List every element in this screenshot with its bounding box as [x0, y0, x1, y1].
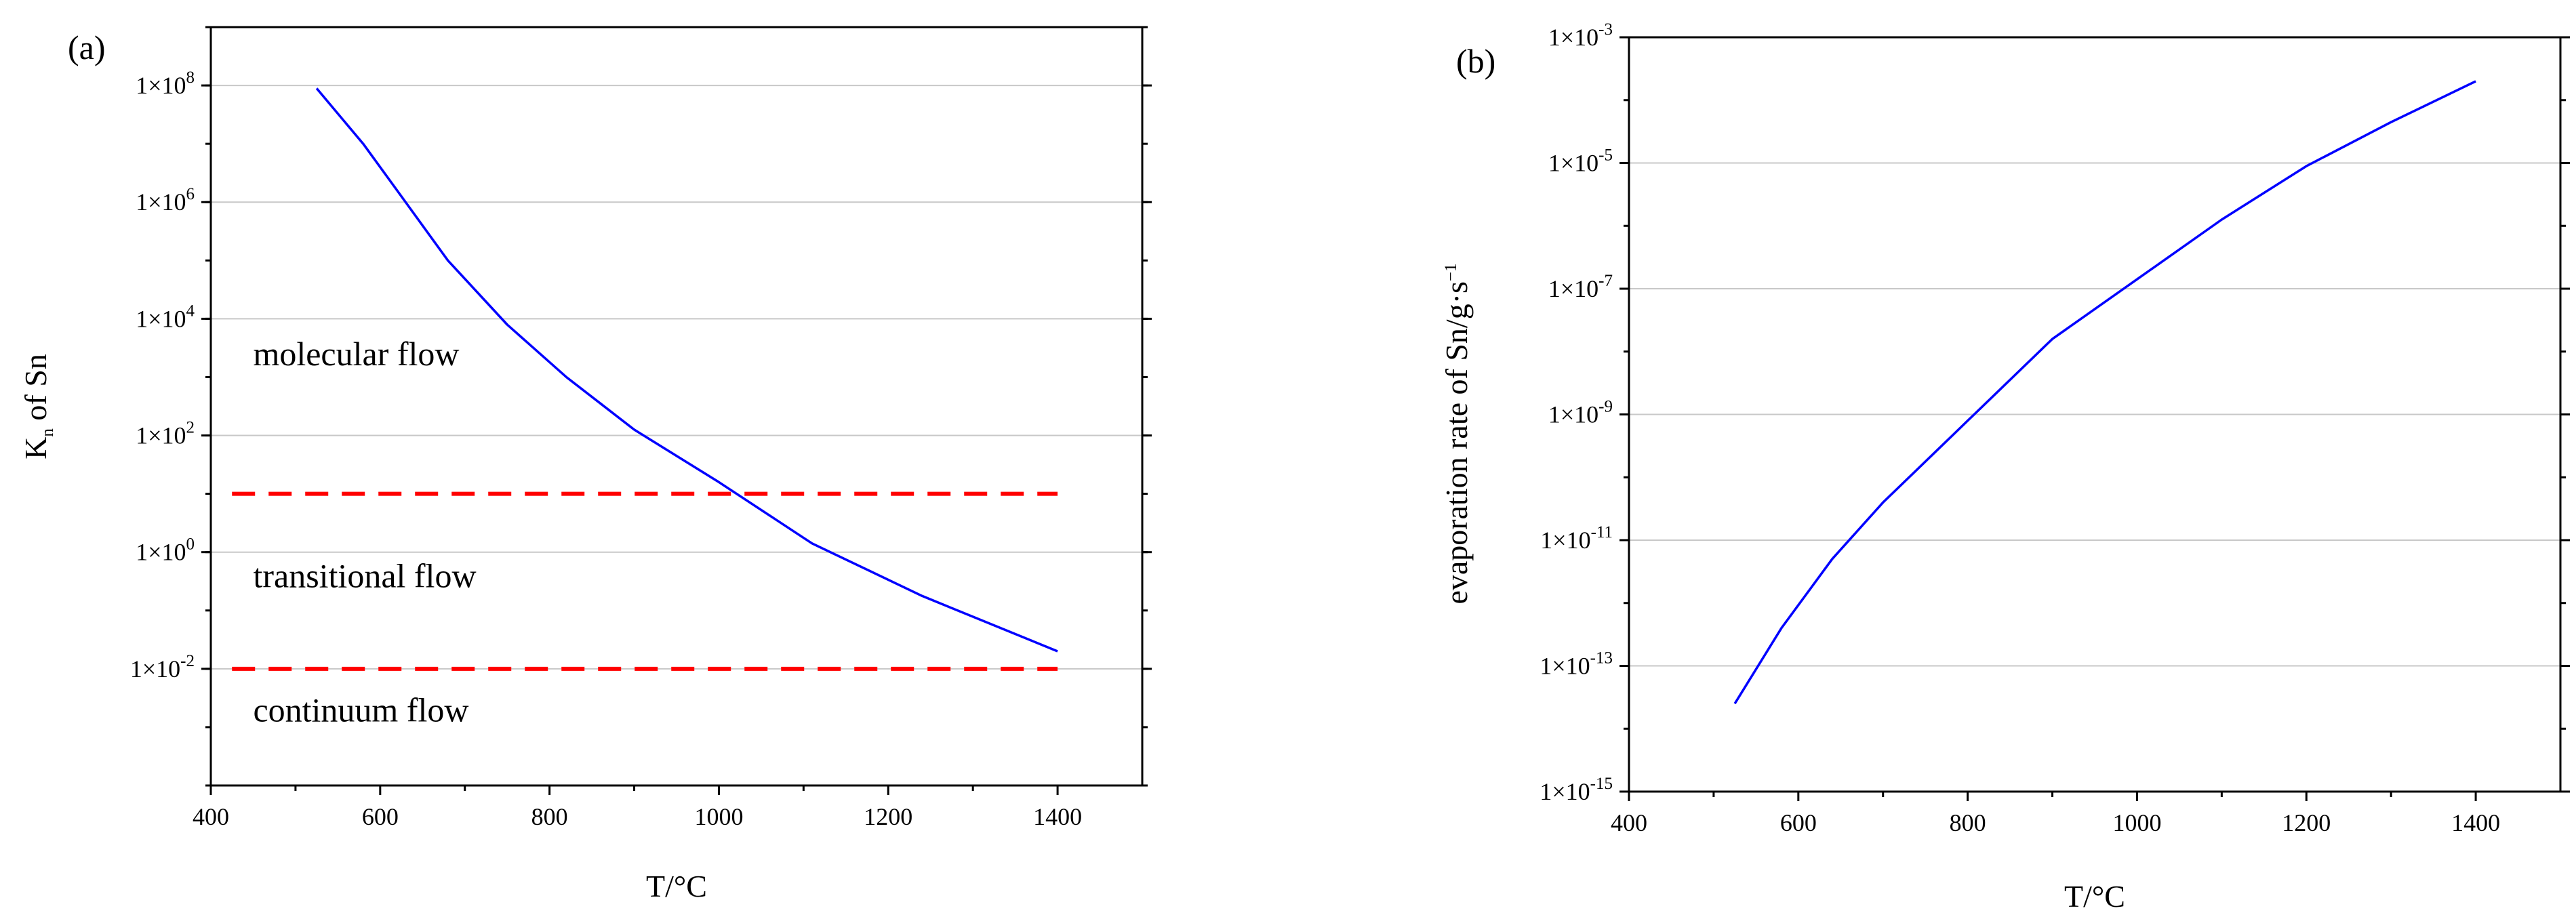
panel-a-x-tick-label: 1400 — [1033, 803, 1082, 830]
panel-a-y-ticks: 1×108 1×106 1×104 1×102 1×100 1×10-2 — [130, 26, 1152, 787]
panel-a-x-axis-label: T/°C — [646, 869, 707, 903]
panel-a-y-label-sub: n — [39, 428, 57, 437]
panel-b-y-tick-label: 1×10-9 — [1548, 398, 1613, 428]
panel-a-frame — [209, 26, 1144, 787]
panel-b-y-ticks: 1×10-3 1×10-5 1×10-7 1×10-9 1×10-11 1×10-13 1×… — [1539, 20, 2570, 805]
panel-a-series — [315, 87, 1058, 653]
panel-b-x-tick-label: 1000 — [2112, 809, 2161, 836]
panel-b-x-axis-label: T/°C — [2064, 879, 2125, 914]
panel-a-y-tick-label: 1×106 — [136, 185, 195, 216]
panel-b-x-tick-label: 800 — [1950, 809, 1986, 836]
panel-b-grid — [1629, 37, 2560, 792]
panel-b-y-label-sup: −1 — [1442, 263, 1460, 281]
panel-a-y-label-main: K — [18, 437, 53, 460]
panel-a-y-tick-label: 1×104 — [136, 302, 195, 332]
panel-a-x-tick-label: 600 — [362, 803, 399, 830]
panel-a: 400 600 800 1000 1200 1400 1×1081×1061×1041×1… — [18, 26, 1152, 903]
panel-a-x-tick-label: 1200 — [864, 803, 912, 830]
panel-a-y-axis-label: Kn of Sn — [18, 354, 57, 460]
panel-b-y-label-main: evaporation rate of Sn/g·s — [1439, 281, 1474, 604]
panel-a-series-line — [315, 87, 1058, 653]
panel-a-x-tick-label: 400 — [193, 803, 229, 830]
panel-a-y-tick-label: 1×102 — [136, 419, 195, 449]
panel-a-annotations: molecular flow transitional flow continuum… — [253, 335, 476, 729]
panel-a-x-tick-label: 1000 — [694, 803, 743, 830]
panel-a-y-tick-label: 1×108 — [136, 68, 195, 99]
panel-b-series-line — [1733, 80, 2476, 705]
panel-b-x-tick-label: 1200 — [2282, 809, 2331, 836]
panel-a-region-label: molecular flow — [253, 335, 459, 373]
panel-b-x-tick-label: 600 — [1780, 809, 1817, 836]
panel-b-series — [1733, 80, 2476, 705]
panel-b-label: (b) — [1456, 42, 1495, 80]
panel-a-y-tick-label: 1×100 — [136, 535, 195, 566]
panel-a-y-label-rest: of Sn — [18, 354, 53, 428]
panel-b-y-tick-label: 1×10-7 — [1548, 272, 1613, 302]
panel-a-x-tick-label: 800 — [531, 803, 568, 830]
panel-b-x-tick-label: 1400 — [2451, 809, 2500, 836]
panel-b-y-tick-label: 1×10-15 — [1539, 775, 1613, 805]
panel-a-label: (a) — [68, 28, 106, 66]
panel-b-y-tick-label: 1×10-5 — [1548, 146, 1613, 177]
panel-a-region-label: transitional flow — [253, 556, 476, 594]
panel-a-y-tick-label: 1×10-2 — [130, 652, 195, 682]
panel-b-y-tick-label: 1×10-13 — [1539, 649, 1613, 680]
panel-a-region-label: continuum flow — [253, 691, 468, 729]
panel-b-y-tick-label: 1×10-3 — [1548, 20, 1613, 51]
panel-b-y-tick-label: 1×10-11 — [1540, 523, 1613, 554]
panel-b-x-ticks: 400 600 800 1000 1200 1400 — [1611, 792, 2500, 836]
panel-b-y-axis-label: evaporation rate of Sn/g·s−1 — [1439, 263, 1474, 604]
panel-b: 400 600 800 1000 1200 1400 1×10-3 1×10-5 1×10-7… — [1439, 20, 2570, 914]
panel-a-x-ticks: 400 600 800 1000 1200 1400 — [193, 785, 1082, 830]
panel-b-x-tick-label: 400 — [1611, 809, 1647, 836]
panel-a-reference-lines — [232, 491, 1058, 671]
